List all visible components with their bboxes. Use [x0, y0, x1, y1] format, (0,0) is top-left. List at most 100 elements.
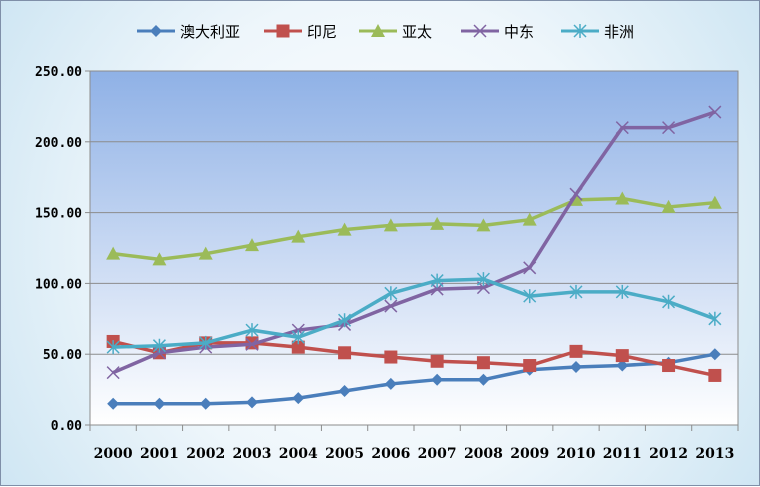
point-x [708, 105, 722, 119]
y-tick-label: 150.00 [35, 207, 82, 222]
x-tick-label: 2001 [140, 446, 179, 462]
legend-label: 亚太 [402, 23, 432, 41]
point-star [384, 286, 398, 301]
point-x [245, 337, 259, 351]
series-lines [106, 105, 722, 410]
point-star [106, 340, 120, 355]
point-square [615, 349, 629, 363]
x-tick-label: 2000 [94, 446, 133, 462]
x-tick-label: 2009 [510, 446, 549, 462]
y-tick-label: 50.00 [43, 348, 82, 363]
point-square [476, 356, 490, 370]
legend: 澳大利亚 印尼 亚太 中东 非洲 [137, 23, 634, 41]
point-triangle [430, 216, 445, 230]
point-x [615, 121, 629, 135]
x-tick-label: 2005 [325, 446, 364, 462]
point-triangle [661, 199, 676, 213]
point-square [384, 350, 398, 364]
plot-area [89, 70, 739, 426]
point-diamond [338, 385, 351, 398]
point-triangle [522, 212, 537, 226]
point-star [430, 273, 444, 288]
point-x [662, 121, 676, 135]
y-tick-label: 250.00 [35, 65, 82, 80]
series-line [113, 352, 716, 406]
point-square [523, 359, 537, 373]
point-diamond [431, 373, 444, 386]
point-triangle [291, 229, 306, 243]
point-diamond [384, 377, 397, 390]
point-square [338, 346, 352, 360]
point-x [473, 24, 487, 38]
series-group [106, 272, 722, 355]
point-diamond [292, 392, 305, 405]
point-x [569, 187, 583, 201]
series-line [112, 110, 716, 375]
point-star [291, 330, 305, 345]
point-triangle [245, 238, 259, 252]
y-tick-label: 0.00 [51, 419, 82, 434]
point-triangle [106, 246, 121, 260]
series-line [112, 339, 716, 378]
series-group [106, 191, 722, 266]
y-tick-label: 100.00 [35, 277, 82, 292]
point-diamond [199, 397, 212, 410]
point-triangle [198, 246, 213, 260]
y-axis-ticks: 0.00 50.00 100.00 150.00 200.00 250.00 [35, 65, 90, 434]
x-tick-label: 2007 [418, 446, 457, 462]
x-tick-label: 2008 [464, 446, 503, 462]
point-square [291, 340, 305, 354]
x-axis-ticks: 2000 2001 2002 2003 2004 2005 2006 2007 2008 2009… [89, 425, 739, 462]
legend-label: 中东 [504, 23, 534, 41]
point-square [662, 359, 676, 373]
point-triangle [707, 195, 722, 209]
point-triangle [371, 24, 385, 37]
series-line [112, 196, 716, 262]
point-diamond [246, 396, 258, 409]
point-square [569, 344, 583, 358]
y-tick-label: 200.00 [35, 136, 82, 151]
point-star [199, 335, 213, 350]
point-triangle [337, 222, 352, 236]
point-diamond [107, 397, 120, 410]
point-star [569, 284, 583, 299]
x-tick-label: 2003 [233, 446, 272, 462]
legend-label: 非洲 [604, 23, 634, 41]
x-tick-label: 2002 [186, 446, 225, 462]
point-star [523, 289, 537, 304]
x-tick-label: 2010 [557, 446, 596, 462]
point-triangle [476, 218, 491, 232]
x-tick-label: 2006 [371, 446, 410, 462]
point-star [152, 338, 166, 353]
point-diamond [708, 348, 721, 361]
point-diamond [150, 25, 162, 37]
x-tick-label: 2012 [649, 446, 688, 462]
point-x [384, 299, 398, 313]
series-line [113, 277, 716, 349]
point-square [430, 354, 444, 368]
point-diamond [477, 373, 490, 386]
point-star [338, 313, 352, 328]
legend-label: 澳大利亚 [180, 23, 240, 41]
point-diamond [616, 359, 629, 372]
point-triangle [152, 252, 167, 266]
x-tick-label: 2011 [603, 446, 642, 462]
point-star [476, 272, 490, 287]
point-diamond [153, 397, 166, 410]
point-x [106, 366, 120, 380]
x-tick-label: 2004 [279, 446, 318, 462]
point-diamond [570, 360, 582, 373]
point-square [708, 368, 722, 382]
gridlines [90, 141, 738, 355]
legend-label: 印尼 [307, 23, 337, 41]
point-star [708, 311, 722, 326]
point-square [276, 24, 290, 38]
point-star [662, 294, 676, 309]
point-triangle [615, 191, 630, 205]
point-star [245, 323, 259, 338]
x-tick-label: 2013 [695, 446, 734, 462]
point-star [615, 284, 629, 299]
point-star [573, 24, 587, 38]
